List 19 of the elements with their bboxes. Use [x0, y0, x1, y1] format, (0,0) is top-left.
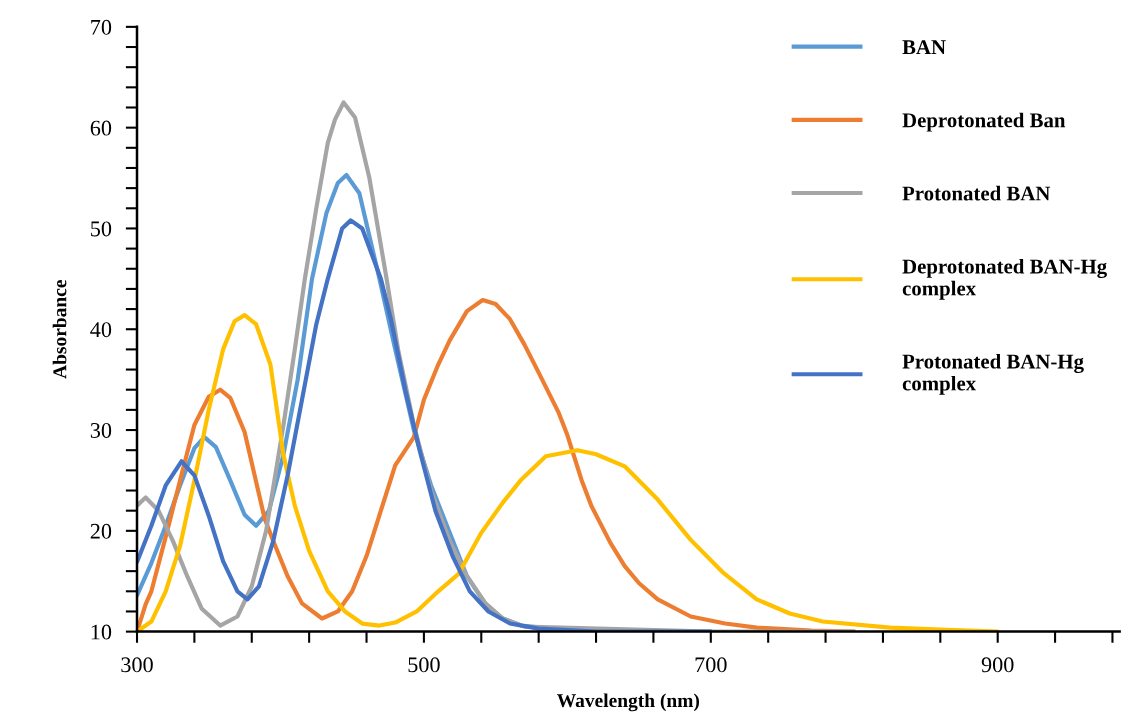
x-tick-label: 900	[981, 657, 1014, 673]
y-axis-title: Absorbance	[52, 280, 67, 379]
y-tick-label: 50	[91, 221, 112, 237]
y-tick-label: 10	[91, 624, 112, 640]
y-tick-label: 20	[90, 523, 112, 539]
x-axis-title: Wavelength (nm)	[557, 693, 700, 712]
x-tick-label: 300	[121, 657, 153, 673]
legend-label: Protonated BAN	[902, 185, 1051, 201]
legend-label: Deprotonated BAN-Hg complex	[902, 258, 1107, 300]
x-tick-label: 700	[695, 657, 727, 673]
legend-label: BAN	[902, 40, 946, 55]
legend-label: Deprotonated Ban	[902, 112, 1066, 132]
legend-label: Protonated BAN-Hg complex	[902, 353, 1084, 395]
y-tick-label: 30	[90, 422, 112, 438]
x-tick-label: 500	[408, 657, 440, 673]
y-tick-label: 40	[90, 322, 112, 338]
y-tick-label: 70	[91, 19, 112, 35]
line-series	[137, 313, 1000, 632]
y-tick-label: 60	[90, 120, 112, 136]
